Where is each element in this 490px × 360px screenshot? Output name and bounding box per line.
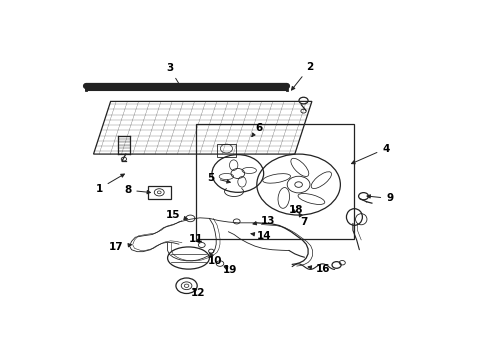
Text: 4: 4	[351, 144, 390, 164]
Text: 19: 19	[223, 265, 238, 275]
Text: 2: 2	[292, 62, 314, 90]
Text: 8: 8	[124, 185, 150, 195]
Text: 10: 10	[208, 253, 222, 266]
Text: 6: 6	[252, 123, 262, 136]
Text: 15: 15	[166, 210, 187, 220]
Bar	[148, 186, 171, 199]
Bar	[196, 123, 354, 239]
Text: 7: 7	[299, 213, 308, 227]
Text: 1: 1	[96, 174, 124, 194]
Text: 11: 11	[189, 234, 203, 244]
Text: 18: 18	[289, 204, 303, 215]
Text: 12: 12	[191, 288, 205, 298]
Text: 3: 3	[166, 63, 183, 90]
Text: 9: 9	[367, 193, 393, 203]
Text: 13: 13	[253, 216, 275, 226]
Text: 5: 5	[208, 173, 230, 183]
Bar	[217, 144, 236, 157]
Text: 16: 16	[308, 264, 331, 274]
Text: 14: 14	[251, 231, 272, 241]
Text: 17: 17	[109, 242, 131, 252]
